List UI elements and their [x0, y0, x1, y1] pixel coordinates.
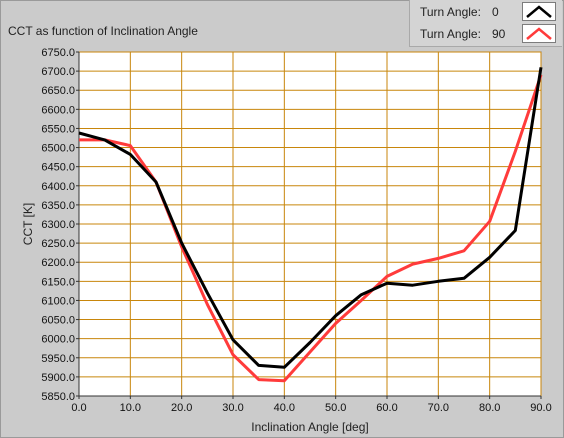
- y-tick-label: 6200.0: [41, 257, 75, 269]
- y-tick-label: 6600.0: [41, 104, 75, 116]
- x-tick-label: 40.0: [274, 402, 295, 414]
- x-tick-label: 20.0: [171, 402, 192, 414]
- y-tick-label: 6650.0: [41, 85, 75, 97]
- legend: Turn Angle: 0 Turn Angle: 90: [409, 0, 562, 47]
- y-tick-label: 6400.0: [41, 181, 75, 193]
- y-tick-label: 6350.0: [41, 200, 75, 212]
- y-tick-label: 6450.0: [41, 162, 75, 174]
- y-tick-label: 6700.0: [41, 66, 75, 78]
- line-swatch-icon: [526, 27, 552, 40]
- y-tick-label: 6300.0: [41, 219, 75, 231]
- x-tick-label: 50.0: [325, 402, 346, 414]
- x-tick-label: 30.0: [222, 402, 243, 414]
- y-tick-label: 6550.0: [41, 123, 75, 135]
- y-axis-label: CCT [K]: [21, 203, 35, 245]
- x-axis-label: Inclination Angle [deg]: [251, 420, 368, 434]
- y-tick-label: 6750.0: [41, 47, 75, 59]
- y-tick-label: 6050.0: [41, 315, 75, 327]
- legend-label: Turn Angle:: [420, 27, 481, 41]
- x-tick-label: 90.0: [530, 402, 551, 414]
- x-tick-label: 80.0: [479, 402, 500, 414]
- legend-swatch-black[interactable]: [522, 2, 556, 21]
- y-tick-label: 6150.0: [41, 276, 75, 288]
- legend-item-turn-angle-90: Turn Angle: 90: [410, 23, 562, 45]
- y-tick-label: 6100.0: [41, 295, 75, 307]
- legend-value: 0: [492, 5, 499, 19]
- x-tick-label: 0.0: [71, 402, 86, 414]
- x-tick-label: 10.0: [120, 402, 141, 414]
- line-swatch-icon: [526, 5, 552, 18]
- y-tick-label: 6250.0: [41, 238, 75, 250]
- legend-value: 90: [492, 27, 506, 41]
- y-tick-label: 6500.0: [41, 143, 75, 155]
- x-tick-label: 70.0: [428, 402, 449, 414]
- chart-title: CCT as function of Inclination Angle: [8, 24, 198, 38]
- y-tick-label: 5950.0: [41, 353, 75, 365]
- y-tick-label: 5900.0: [41, 372, 75, 384]
- x-tick-label: 60.0: [376, 402, 397, 414]
- y-tick-label: 5850.0: [41, 391, 75, 403]
- legend-label: Turn Angle:: [420, 5, 481, 19]
- legend-swatch-red[interactable]: [522, 24, 556, 43]
- legend-item-turn-angle-0: Turn Angle: 0: [410, 1, 562, 23]
- series-line-turn-angle-0: [78, 67, 543, 369]
- y-tick-label: 6000.0: [41, 334, 75, 346]
